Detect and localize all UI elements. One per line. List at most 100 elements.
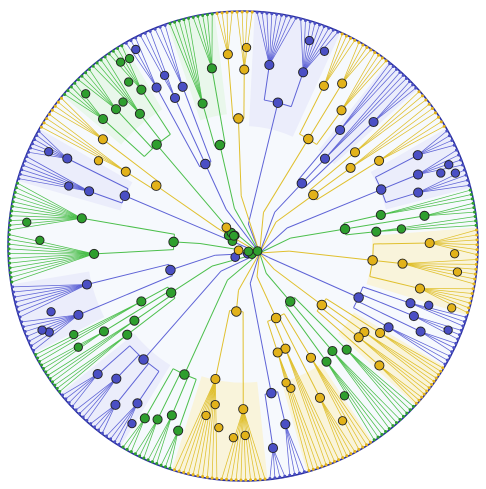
leaf-tip-dot [116,46,120,50]
state-node [131,44,141,55]
leaf-branch [21,169,90,192]
leaf-branch [341,44,364,84]
leaf-branch [96,62,141,115]
leaf-tip-dot [8,266,12,270]
leaf-tip-dot [48,112,52,116]
internal-branch [369,276,421,290]
leaf-branch [14,196,82,219]
leaf-branch [284,424,305,472]
state-node [413,187,424,198]
leaf-branch [26,156,90,192]
leaf-tip-dot [341,456,345,460]
leaf-tip-dot [239,478,243,482]
leaf-branch [350,108,433,169]
leaf-branch [284,424,296,475]
internal-branch [344,215,425,230]
leaf-tip-dot [23,330,27,334]
state-node [280,419,291,430]
leaf-tip-dot [372,438,376,442]
leaf-branch [420,331,452,353]
leaf-branch [319,397,356,452]
state-node [243,246,254,257]
leaf-tip-dot [475,243,479,247]
leaf-tip-dot [7,237,11,241]
leaf-branch [122,418,146,448]
leaf-branch [310,357,371,443]
leaf-tip-dot [164,465,168,469]
leaf-branch [326,361,386,432]
leaf-branch [19,284,88,318]
internal-branch [156,87,201,168]
leaf-branch [242,409,247,480]
state-node [44,147,54,157]
leaf-tip-dot [336,30,340,34]
leaf-tip-dot [7,233,11,237]
leaf-branch [429,242,477,255]
leaf-branch [429,239,477,244]
leaf-tip-dot [340,32,344,36]
leaf-branch [108,53,142,90]
leaf-branch [79,378,117,414]
leaf-branch [165,430,179,467]
leaf-branch [417,130,448,156]
state-node [111,373,122,384]
internal-branch [325,298,381,334]
leaf-tip-dot [153,27,157,31]
leaf-tip-dot [468,301,472,305]
leaf-branch [75,378,117,411]
internal-branch [259,237,291,254]
leaf-branch [285,348,331,464]
leaf-tip-dot [20,168,24,172]
state-node [353,332,364,343]
clade-sector-tint [13,271,105,353]
leaf-tip-dot [103,55,107,59]
internal-branch [249,252,261,284]
leaf-branch [178,378,216,472]
leaf-branch [420,331,456,344]
state-node [37,325,47,335]
leaf-tip-dot [17,310,21,314]
leaf-tip-dot [17,177,21,181]
internal-branch [183,279,228,375]
leaf-branch [221,12,229,55]
leaf-tip-dot [318,23,322,27]
leaf-tip-dot [361,445,365,449]
internal-branch [259,212,276,254]
state-node [349,147,361,158]
leaf-tip-dot [32,348,36,352]
leaf-branch [346,349,408,414]
leaf-tip-dot [78,411,82,415]
leaf-tip-dot [244,478,248,482]
clade-sector-tint [370,129,469,210]
leaf-tip-dot [107,52,111,56]
leaf-tip-dot [405,411,409,415]
leaf-tip-dot [475,253,479,257]
state-node [228,433,239,443]
leaf-tip-dot [148,29,152,33]
state-node [452,267,463,277]
leaf-branch [102,404,116,434]
leaf-tip-dot [472,206,476,210]
leaf-branch [221,409,244,480]
leaf-tip-dot [420,94,424,98]
leaf-tip-dot [21,163,25,167]
state-node [241,42,252,53]
leaf-tip-dot [456,337,460,341]
leaf-branch [64,94,104,120]
leaf-tip-dot [303,18,307,22]
internal-branch [174,97,206,165]
leaf-tip-dot [470,197,474,201]
leaf-branch [256,12,270,65]
leaf-tip-dot [9,214,13,218]
state-node [314,392,326,403]
leaf-branch [240,409,244,481]
state-node [35,235,45,245]
leaf-tip-dot [138,454,142,458]
leaf-tip-dot [457,153,461,157]
leaf-branch [319,397,344,458]
leaf-branch [226,12,229,55]
leaf-tip-dot [224,477,228,481]
state-node [412,150,423,161]
leaf-tip-dot [289,15,293,19]
leaf-tip-dot [7,252,11,256]
